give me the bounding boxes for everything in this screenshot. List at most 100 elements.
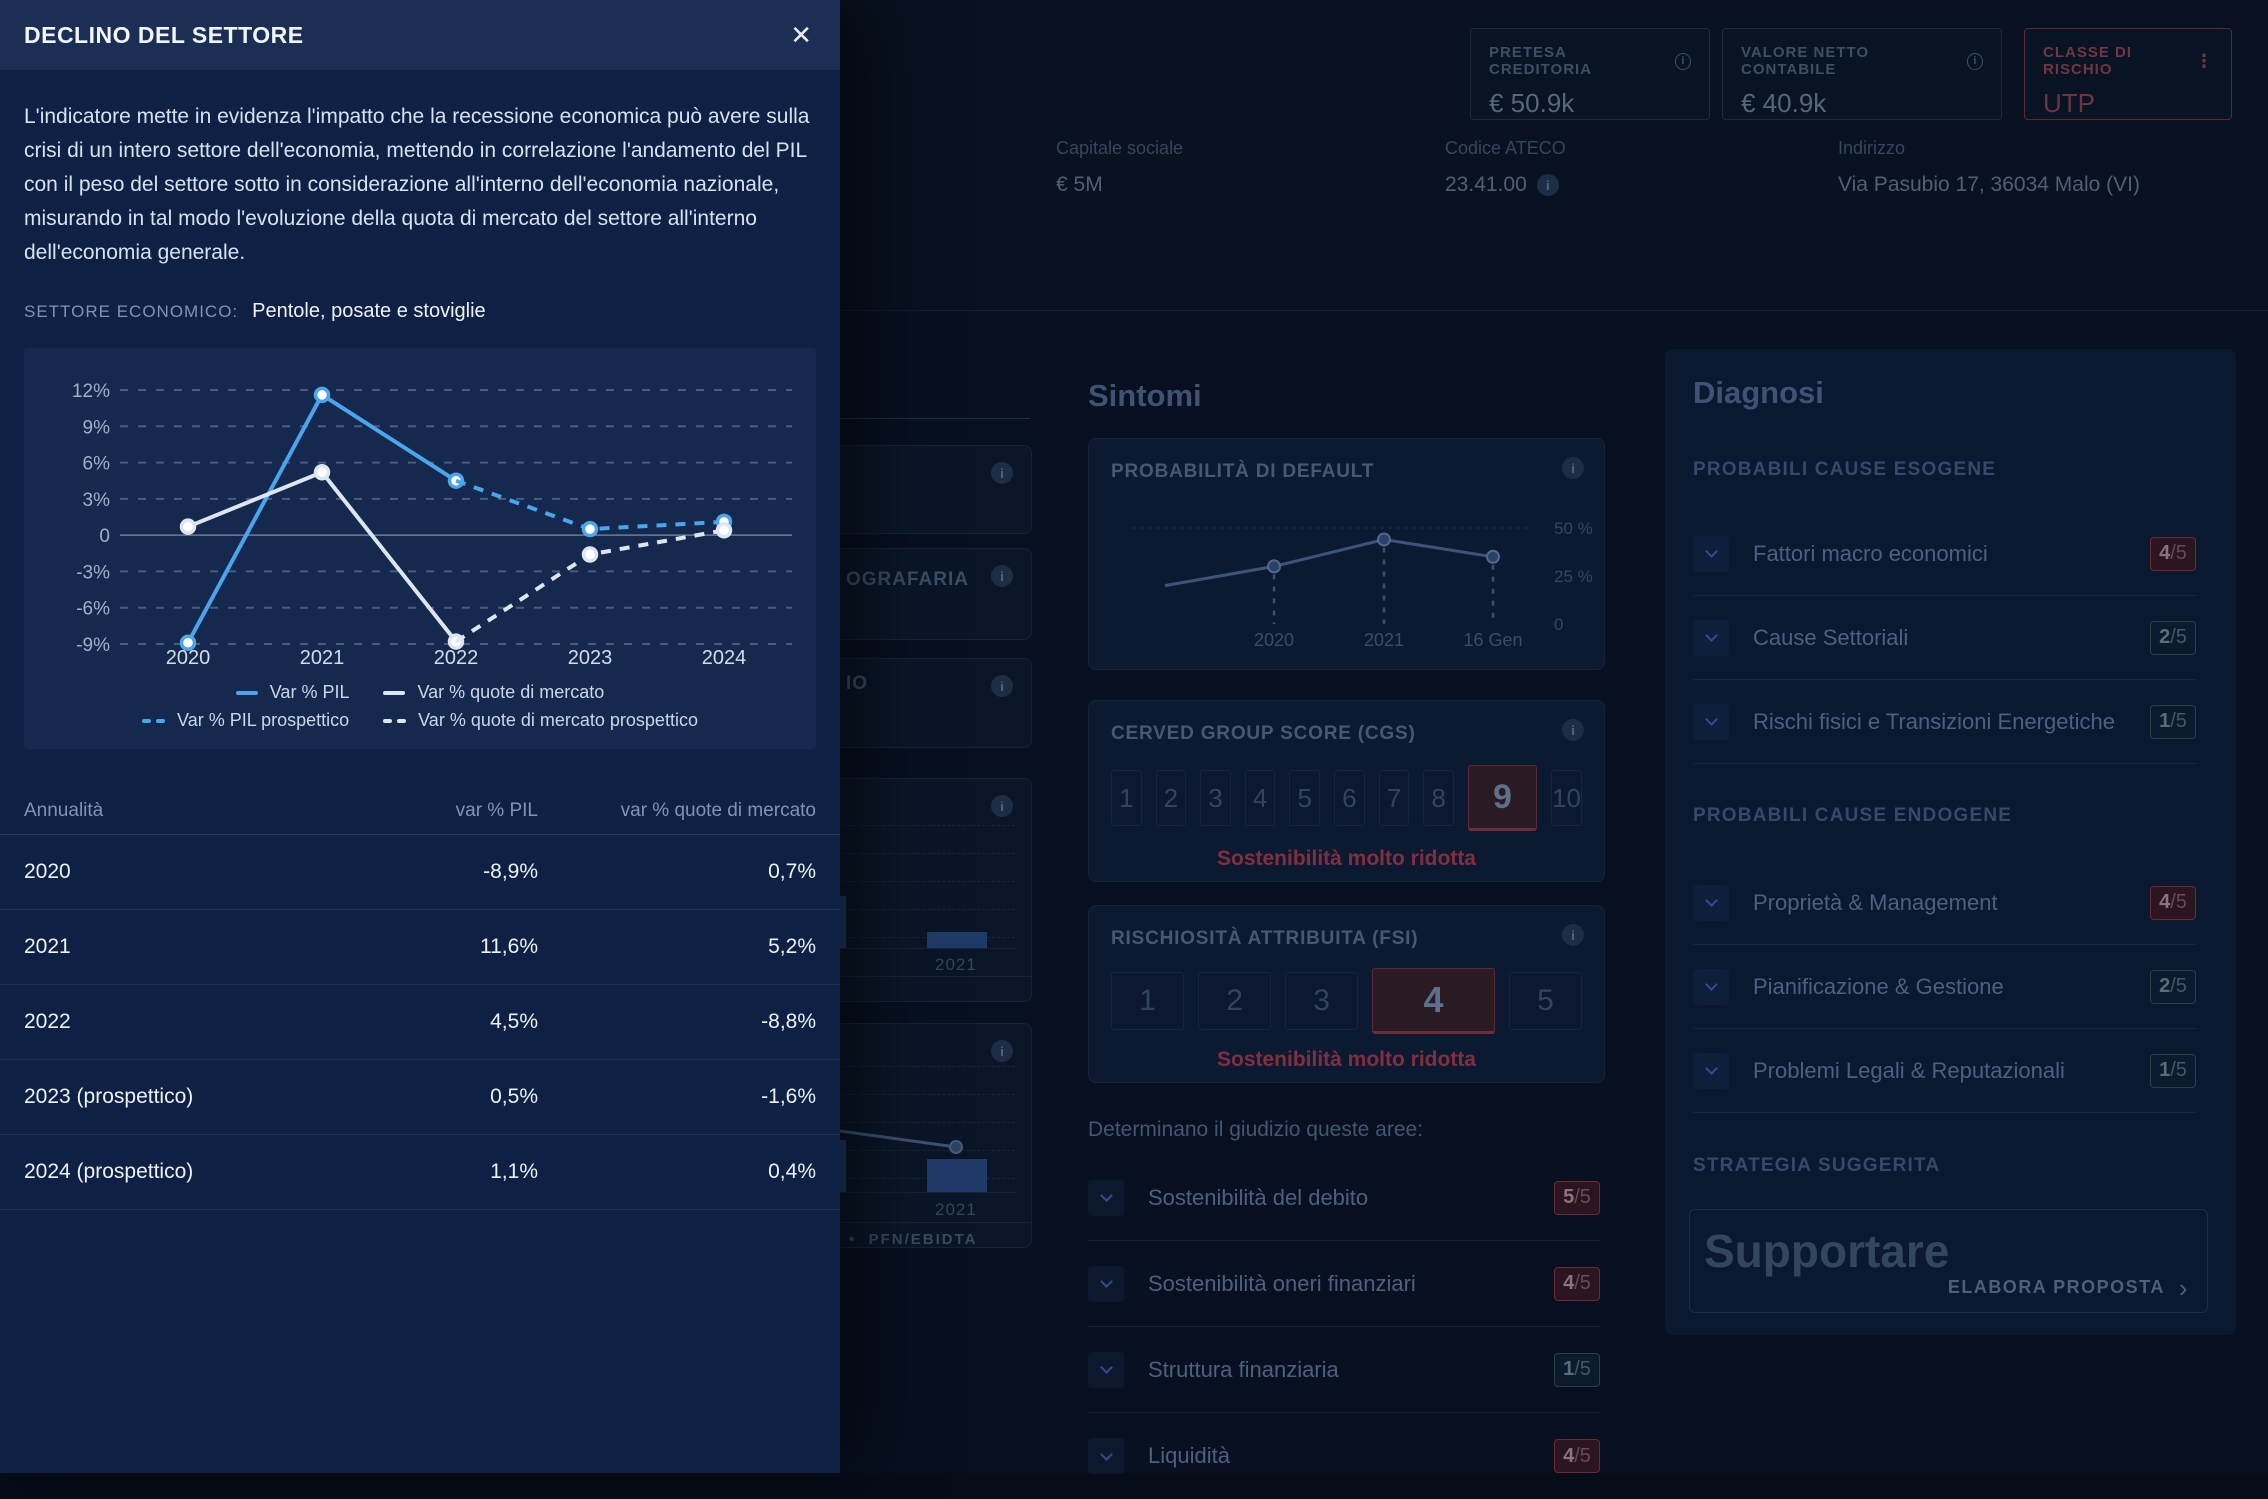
- svg-text:25 %: 25 %: [1554, 567, 1593, 586]
- table-row: 2022 4,5% -8,8%: [0, 985, 840, 1060]
- cgs-card: CERVED GROUP SCORE (CGS) i 1 2 3 4 5 6 7 8 9 10 S…: [1088, 700, 1605, 882]
- expandable-row-rischi-fisici-e-transizioni-energetiche[interactable]: Rischi fisici e Transizioni Energetiche 1…: [1693, 680, 2196, 764]
- info-icon[interactable]: i: [991, 565, 1013, 587]
- scale-value-selected: 9: [1467, 765, 1538, 831]
- svg-text:2021: 2021: [1364, 630, 1404, 650]
- scale-value-selected: 4: [1372, 968, 1495, 1034]
- chevron-down-icon[interactable]: [1693, 968, 1729, 1005]
- risk-class-value: UTP: [2043, 88, 2095, 118]
- stat-classe-rischio: CLASSE DI RISCHIO ⋮ UTP: [2024, 28, 2232, 120]
- legend-pfn-ebidta: • PFN/EBIDTA: [849, 1231, 978, 1248]
- expandable-row-sostenibilit-del-debito[interactable]: Sostenibilità del debito 5/5: [1088, 1155, 1600, 1241]
- stat-pretesa-creditoria: PRETESA CREDITORIA i € 50.9k: [1470, 28, 1710, 120]
- row-value: 5,2%: [768, 935, 816, 958]
- chevron-down-icon[interactable]: [1693, 884, 1729, 921]
- info-icon[interactable]: i: [1562, 457, 1584, 479]
- info-codice-ateco: Codice ATECO 23.41.00 i: [1445, 138, 1566, 197]
- stat-value: € 40.9k: [1741, 88, 1827, 118]
- row-label: Struttura finanziaria: [1148, 1356, 1339, 1382]
- expandable-row-liquidit-[interactable]: Liquidità 4/5: [1088, 1413, 1600, 1499]
- svg-text:9%: 9%: [83, 417, 111, 438]
- card-title-fragment: OGRAFARIA: [846, 569, 969, 590]
- row-year: 2020: [24, 860, 71, 883]
- expandable-row-pianificazione-gestione[interactable]: Pianificazione & Gestione 2/5: [1693, 945, 2196, 1029]
- modal-title: DECLINO DEL SETTORE: [24, 21, 304, 48]
- score-badge: 4/5: [2150, 536, 2196, 571]
- info-icon[interactable]: i: [991, 1040, 1013, 1062]
- card-title: PROBABILITÀ DI DEFAULT: [1111, 461, 1375, 482]
- score-badge: 2/5: [2150, 620, 2196, 655]
- strategia-label: STRATEGIA SUGGERITA: [1693, 1155, 1941, 1176]
- cause-esogene-list: Fattori macro economici 4/5 Cause Settoria…: [1693, 512, 2196, 764]
- row-label: Sostenibilità del debito: [1148, 1184, 1369, 1210]
- default-probability-chart: 50 % 25 % 0 2020 2021 16 Gen: [1133, 519, 1593, 650]
- col-header-var-pil: var % PIL: [455, 800, 538, 821]
- fsi-caption: Sostenibilità molto ridotta: [1216, 1048, 1476, 1071]
- svg-text:50 %: 50 %: [1554, 519, 1593, 538]
- scale-value: 2: [1155, 770, 1187, 826]
- expandable-row-sostenibilit-oneri-finanziari[interactable]: Sostenibilità oneri finanziari 4/5: [1088, 1241, 1600, 1327]
- chevron-down-icon[interactable]: [1088, 1179, 1124, 1216]
- row-value: 0,5%: [490, 1085, 538, 1108]
- row-value: 4,5%: [490, 1010, 538, 1033]
- modal-description: L'indicatore mette in evidenza l'impatto…: [24, 105, 810, 264]
- score-badge: 4/5: [1554, 1439, 1600, 1473]
- sector-table-body: 2020 -8,9% 0,7% 2021 11,6% 5,2% 2022 4,5% -8,8% 2…: [0, 835, 840, 1210]
- scale-value: 1: [1111, 770, 1142, 826]
- col-header-var-quote: var % quote di mercato: [620, 800, 816, 821]
- info-icon[interactable]: i: [991, 462, 1013, 484]
- svg-text:2020: 2020: [166, 647, 211, 669]
- svg-text:0: 0: [1554, 615, 1563, 634]
- row-label: Problemi Legali & Reputazionali: [1753, 1057, 2065, 1083]
- info-icon[interactable]: i: [991, 795, 1013, 817]
- info-indirizzo: Indirizzo Via Pasubio 17, 36034 Malo (VI…: [1838, 138, 2140, 197]
- stat-label: PRETESA CREDITORIA: [1489, 44, 1593, 78]
- info-icon[interactable]: i: [991, 675, 1013, 697]
- scale-value: 5: [1289, 770, 1321, 826]
- info-icon[interactable]: i: [1536, 174, 1559, 196]
- scale-value: 6: [1334, 770, 1365, 826]
- row-year: 2024 (prospettico): [24, 1160, 194, 1183]
- row-label: Proprietà & Management: [1753, 889, 1998, 915]
- col-header-annualita: Annualità: [24, 800, 104, 821]
- expandable-row-propriet-management[interactable]: Proprietà & Management 4/5: [1693, 861, 2196, 945]
- score-badge: 1/5: [1554, 1352, 1600, 1387]
- close-icon[interactable]: ✕: [790, 20, 812, 50]
- info-label: Capitale sociale: [1056, 138, 1184, 158]
- chevron-down-icon[interactable]: [1088, 1351, 1124, 1388]
- row-label: Fattori macro economici: [1753, 540, 1988, 566]
- chevron-down-icon[interactable]: [1693, 535, 1729, 572]
- expandable-row-problemi-legali-reputazionali[interactable]: Problemi Legali & Reputazionali 1/5: [1693, 1029, 2196, 1113]
- legend-item: Var % PIL prospettico: [142, 710, 349, 731]
- card-title: CERVED GROUP SCORE (CGS): [1111, 723, 1416, 744]
- svg-text:2021: 2021: [300, 647, 345, 669]
- info-icon[interactable]: i: [1562, 924, 1584, 946]
- row-year: 2023 (prospettico): [24, 1085, 194, 1108]
- bar: [927, 1159, 987, 1192]
- elabora-proposta-button[interactable]: ELABORA PROPOSTA ›: [1947, 1272, 2189, 1303]
- chevron-down-icon[interactable]: [1693, 619, 1729, 656]
- chevron-down-icon[interactable]: [1693, 1052, 1729, 1089]
- info-icon[interactable]: i: [1674, 52, 1691, 70]
- info-capitale-sociale: Capitale sociale € 5M: [1056, 138, 1183, 197]
- chevron-right-icon: ›: [2178, 1272, 2189, 1303]
- info-icon[interactable]: i: [1966, 52, 1983, 70]
- chevron-down-icon[interactable]: [1088, 1265, 1124, 1302]
- expandable-row-struttura-finanziaria[interactable]: Struttura finanziaria 1/5: [1088, 1327, 1600, 1413]
- info-icon[interactable]: i: [1562, 719, 1584, 741]
- expandable-row-cause-settoriali[interactable]: Cause Settoriali 2/5: [1693, 596, 2196, 680]
- table-row: 2024 (prospettico) 1,1% 0,4%: [0, 1135, 840, 1210]
- modal-header: DECLINO DEL SETTORE ✕: [0, 0, 840, 70]
- row-year: 2021: [24, 935, 71, 958]
- aree-list: Sostenibilità del debito 5/5 Sostenibilità…: [1088, 1155, 1600, 1499]
- row-label: Rischi fisici e Transizioni Energetiche: [1753, 708, 2115, 734]
- chevron-down-icon[interactable]: [1693, 703, 1729, 740]
- kebab-menu-icon[interactable]: ⋮: [2195, 50, 2213, 71]
- expandable-row-fattori-macro-economici[interactable]: Fattori macro economici 4/5: [1693, 512, 2196, 596]
- cgs-scale: 1 2 3 4 5 6 7 8 9 10: [1111, 765, 1583, 831]
- svg-text:0: 0: [99, 526, 110, 547]
- info-value: Via Pasubio 17, 36034 Malo (VI): [1838, 173, 2140, 196]
- chevron-down-icon[interactable]: [1088, 1438, 1124, 1474]
